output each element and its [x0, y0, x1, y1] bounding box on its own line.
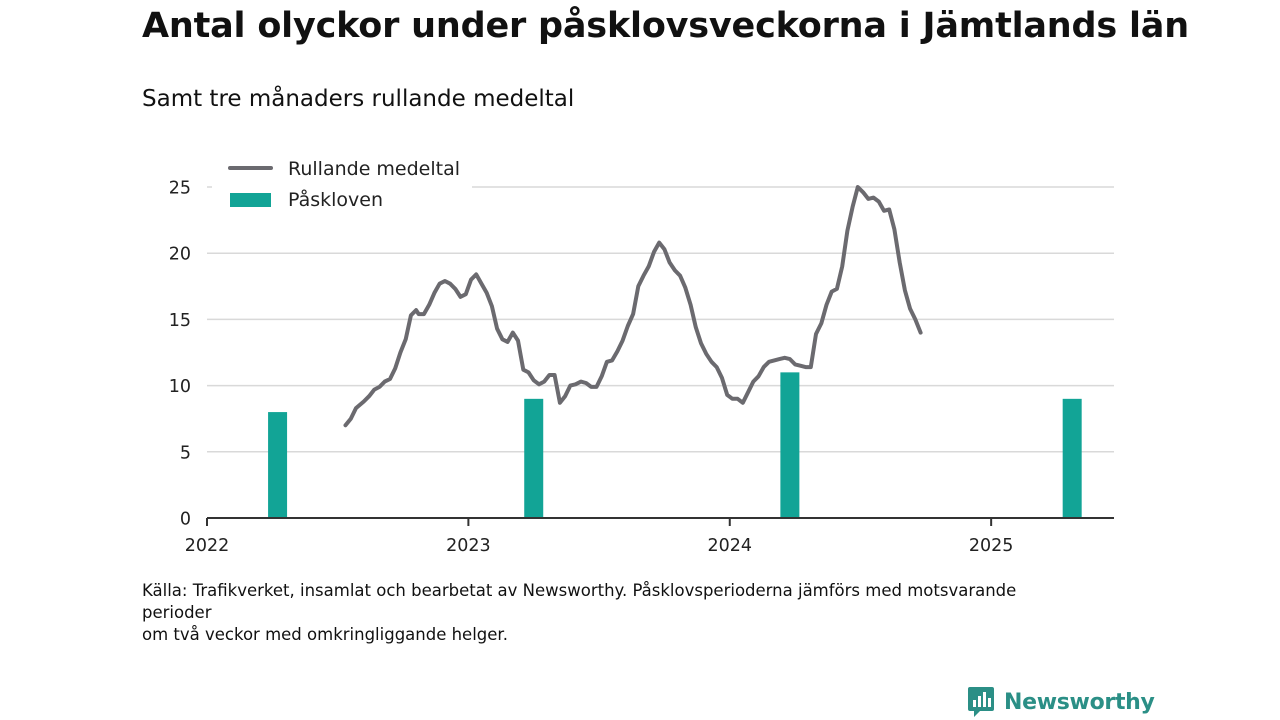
x-axis: 2022 2023 2024 2025	[185, 517, 1114, 556]
y-tick-label-10: 10	[169, 377, 191, 397]
legend-swatch-bar	[230, 193, 271, 207]
source-note: Källa: Trafikverket, insamlat och bearbe…	[142, 580, 1082, 646]
x-tick-label-2022: 2022	[185, 536, 230, 556]
legend-label-rullande-medeltal: Rullande medeltal	[288, 158, 460, 180]
x-tick-label-2023: 2023	[446, 536, 491, 556]
bar-paskloven-2	[780, 372, 800, 518]
newsworthy-brand: Newsworthy	[966, 684, 1155, 720]
line-series-rullande-medeltal	[343, 185, 923, 428]
y-tick-label-20: 20	[169, 245, 191, 265]
grid-lines	[207, 186, 1114, 453]
chart-subtitle: Samt tre månaders rullande medeltal	[142, 86, 575, 112]
bar-paskloven-0	[268, 412, 288, 518]
y-tick-label-25: 25	[169, 179, 191, 199]
source-line-1: Källa: Trafikverket, insamlat och bearbe…	[142, 581, 1017, 622]
brand-name: Newsworthy	[1004, 689, 1155, 715]
bar-paskloven-1	[524, 398, 544, 518]
legend-label-paskloven: Påskloven	[288, 188, 383, 211]
y-axis-tick-labels: 0 5 10 15 20 25	[169, 179, 191, 530]
line-rullande-medeltal	[343, 185, 923, 428]
bar-series-paskloven	[268, 372, 1082, 518]
y-tick-label-5: 5	[180, 443, 191, 463]
y-tick-label-0: 0	[180, 510, 191, 530]
y-tick-label-15: 15	[169, 311, 191, 331]
x-tick-label-2025: 2025	[969, 536, 1014, 556]
source-line-2: om två veckor med omkringliggande helger…	[142, 625, 508, 644]
chart-title: Antal olyckor under påsklovsveckorna i J…	[142, 6, 1189, 46]
newsworthy-logo-icon	[968, 687, 994, 717]
bar-paskloven-3	[1062, 398, 1082, 518]
legend: Rullande medeltal Påskloven	[212, 152, 472, 216]
x-tick-label-2024: 2024	[707, 536, 752, 556]
